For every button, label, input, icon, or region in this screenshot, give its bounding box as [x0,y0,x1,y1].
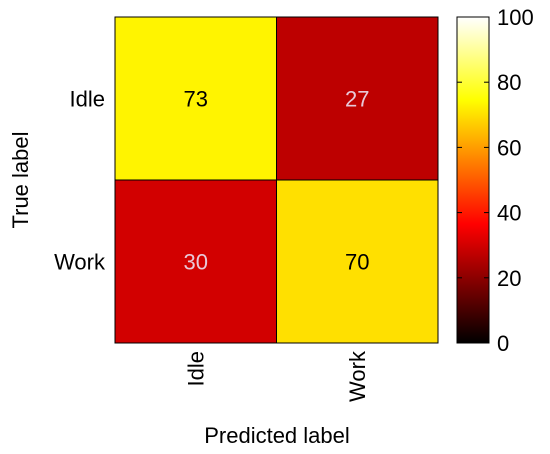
plot-frame [114,16,439,344]
y-tick-labels: Idle Work [54,87,106,275]
cell-value-label: 30 [184,250,208,275]
cell-value-label: 73 [184,87,208,112]
y-axis-title: True label [8,131,33,228]
x-tick-labels: Idle Work [183,350,370,402]
colorbar-tick-label: 20 [497,266,521,291]
x-tick-label: Idle [183,351,208,386]
colorbar-ticks: 0 20 40 60 80 100 [457,5,534,356]
colorbar-tick-label: 80 [497,70,521,95]
colorbar-tick-label: 40 [497,201,521,226]
y-tick-label: Idle [70,87,105,112]
heatmap-cell [114,16,277,181]
cell-value-label: 27 [345,87,369,112]
cell-value-label: 70 [345,250,369,275]
colorbar-tick-label: 60 [497,135,521,160]
colorbar [456,16,490,344]
x-axis-title: Predicted label [204,423,350,448]
colorbar-tick-label: 0 [497,331,509,356]
heatmap-cell [276,16,439,181]
heatmap-cell [114,179,277,344]
heatmap-cells: 73 27 30 70 [114,16,439,344]
x-tick-label: Work [345,350,370,402]
y-tick-label: Work [54,250,106,275]
colorbar-tick-label: 100 [497,5,534,30]
heatmap-cell [276,179,439,344]
